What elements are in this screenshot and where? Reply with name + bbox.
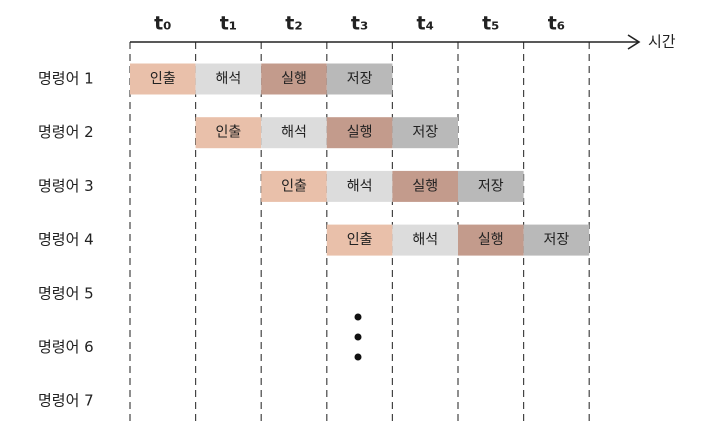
stage-label: 실행 <box>281 71 307 87</box>
stage-label: 저장 <box>412 125 438 141</box>
stage-cell <box>326 170 393 202</box>
stage-label: 해석 <box>216 71 242 87</box>
stage-cell <box>261 63 327 95</box>
stage-label: 저장 <box>478 178 504 194</box>
stage-label: 저장 <box>347 71 373 87</box>
stage-cell <box>261 170 327 202</box>
instruction-label: 명령어 4 <box>38 231 94 249</box>
stage-label: 실행 <box>478 232 504 248</box>
stage-cell <box>392 170 458 202</box>
stage-cell <box>392 117 458 149</box>
stage-cell <box>458 170 524 202</box>
instruction-label: 명령어 7 <box>38 392 94 410</box>
stage-cell <box>392 224 458 256</box>
time-label: t₃ <box>351 13 368 35</box>
stage-cell <box>195 63 262 95</box>
time-axis-label: 시간 <box>648 33 676 51</box>
time-label: t₆ <box>548 13 565 35</box>
stage-label: 해석 <box>281 125 307 141</box>
instruction-label: 명령어 2 <box>38 123 94 141</box>
stage-cell <box>326 117 393 149</box>
stage-label: 인출 <box>150 71 176 87</box>
stage-cell <box>326 63 393 95</box>
stage-label: 해석 <box>412 232 438 248</box>
stage-cell <box>195 117 262 149</box>
continuation-dots <box>354 313 362 361</box>
instruction-label: 명령어 6 <box>38 338 94 356</box>
time-grid <box>129 42 590 425</box>
stage-label: 실행 <box>347 125 373 141</box>
time-label: t₁ <box>220 13 237 35</box>
stage-label: 실행 <box>412 178 438 194</box>
stage-label: 인출 <box>347 232 373 248</box>
instruction-label: 명령어 1 <box>38 70 94 88</box>
stage-cell <box>326 224 393 256</box>
stage-cell <box>130 63 196 95</box>
stage-cell <box>523 224 590 256</box>
stage-cell <box>458 224 524 256</box>
dot <box>354 313 362 321</box>
stage-label: 저장 <box>544 232 570 248</box>
time-arrow <box>627 34 641 50</box>
time-label: t₅ <box>482 13 499 35</box>
dot <box>354 353 362 361</box>
stage-label: 인출 <box>281 178 307 194</box>
stage-label: 해석 <box>347 178 373 194</box>
instruction-label: 명령어 5 <box>38 284 94 302</box>
time-label: t₄ <box>416 13 433 35</box>
stage-label: 인출 <box>216 125 242 141</box>
stage-cell <box>261 117 327 149</box>
dot <box>354 333 362 341</box>
time-label: t₂ <box>285 13 302 35</box>
instruction-label: 명령어 3 <box>38 177 94 195</box>
time-label: t₀ <box>154 13 171 35</box>
